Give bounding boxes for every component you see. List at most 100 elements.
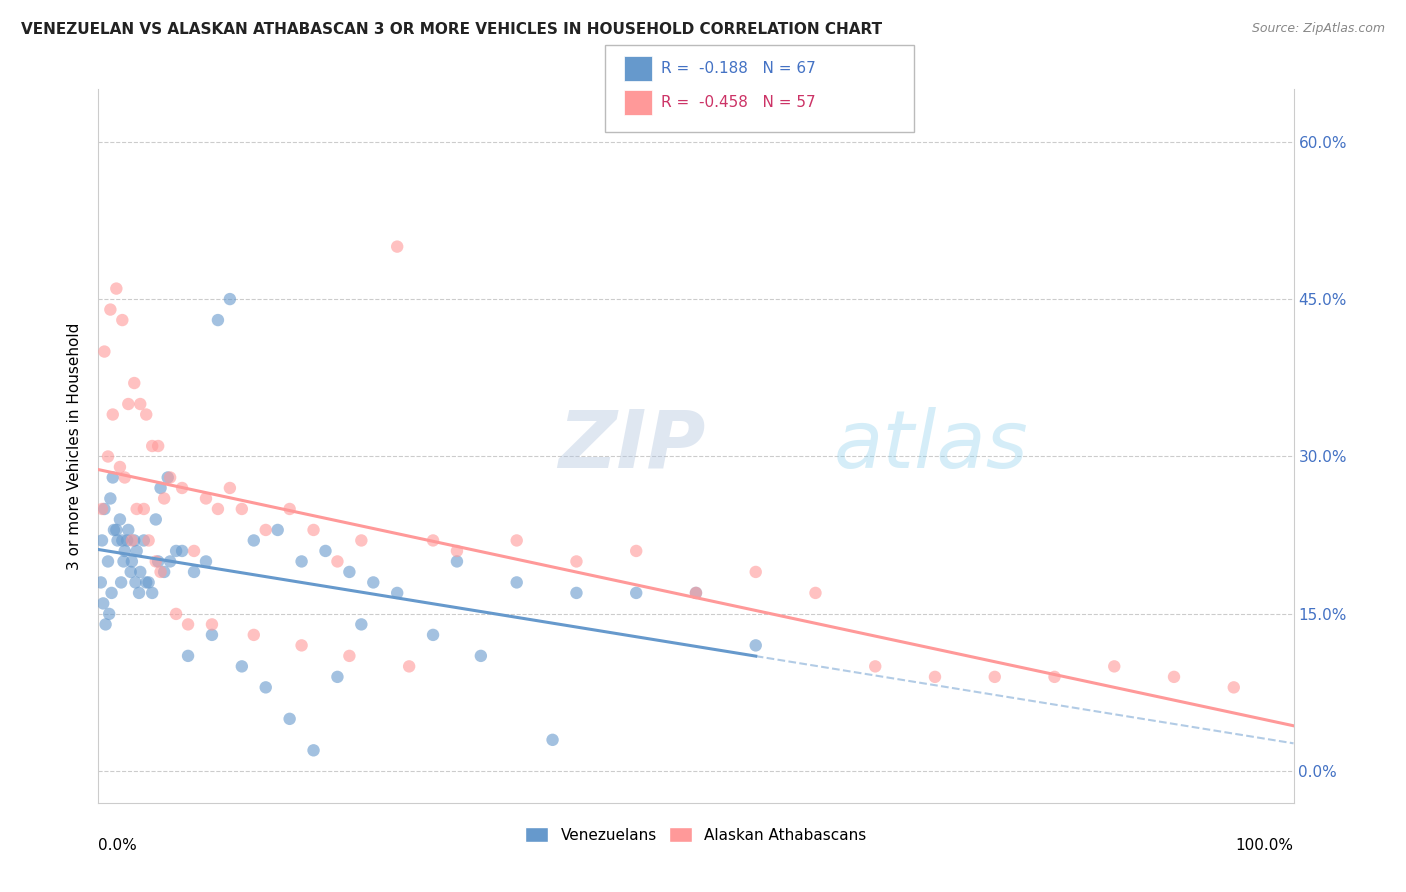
Point [93,502,115,516]
Text: VENEZUELAN VS ALASKAN ATHABASCAN 3 OR MORE VEHICLES IN HOUSEHOLD CORRELATION CHA: VENEZUELAN VS ALASKAN ATHABASCAN 3 OR MO… [21,22,882,37]
Point [98,302,122,317]
Point [97,554,120,568]
Point [506,533,529,548]
Point [91,533,114,548]
Point [243,628,266,642]
Point [97,450,120,464]
Text: 100.0%: 100.0% [1236,838,1294,854]
Point [626,544,648,558]
Point [132,533,155,548]
Point [446,544,468,558]
Point [326,554,349,568]
Point [254,523,277,537]
Point [984,670,1007,684]
Point [201,628,224,642]
Point [121,554,143,568]
Text: R =  -0.188   N = 67: R = -0.188 N = 67 [661,62,815,76]
Point [145,554,167,568]
Point [363,575,385,590]
Point [243,533,266,548]
Point [422,533,444,548]
Point [207,313,229,327]
Point [105,282,128,296]
Point [291,554,314,568]
Text: 0.0%: 0.0% [98,838,138,854]
Point [110,575,132,590]
Text: ZIP: ZIP [558,407,706,485]
Point [398,659,420,673]
Point [278,502,301,516]
Text: Source: ZipAtlas.com: Source: ZipAtlas.com [1251,22,1385,36]
Point [924,670,946,684]
Point [129,565,152,579]
Point [124,575,146,590]
Point [135,408,157,422]
Point [172,544,194,558]
Point [132,502,155,516]
Point [350,617,373,632]
Point [124,533,146,548]
Point [278,712,301,726]
Point [145,512,167,526]
Point [117,523,139,537]
Point [207,502,229,516]
Point [149,565,172,579]
Point [165,544,187,558]
Y-axis label: 3 or more Vehicles in Household: 3 or more Vehicles in Household [67,322,83,570]
Point [111,533,134,548]
Text: atlas: atlas [834,407,1028,485]
Point [90,575,112,590]
Point [219,292,242,306]
Point [121,533,143,548]
Point [422,628,444,642]
Point [291,639,314,653]
Point [1223,681,1246,695]
Point [93,344,115,359]
Point [1163,670,1185,684]
Point [183,565,205,579]
Point [111,313,134,327]
Point [541,732,564,747]
Legend: Venezuelans, Alaskan Athabascans: Venezuelans, Alaskan Athabascans [519,821,873,848]
Point [135,575,157,590]
Point [115,533,138,548]
Point [385,586,409,600]
Point [302,523,325,537]
Point [165,607,187,621]
Point [153,565,176,579]
Point [125,502,148,516]
Point [267,523,290,537]
Point [339,565,361,579]
Point [326,670,349,684]
Point [108,512,131,526]
Point [148,554,170,568]
Point [565,586,588,600]
Point [685,586,707,600]
Point [107,533,129,548]
Point [112,554,135,568]
Point [626,586,648,600]
Point [177,648,200,663]
Point [302,743,325,757]
Point [91,502,114,516]
Point [100,586,122,600]
Point [315,544,337,558]
Point [141,586,163,600]
Point [148,439,170,453]
Point [94,617,117,632]
Point [120,565,142,579]
Point [183,544,205,558]
Point [159,554,181,568]
Point [1104,659,1126,673]
Point [195,491,218,506]
Point [385,239,409,253]
Point [685,586,707,600]
Point [108,460,131,475]
Point [114,544,136,558]
Point [350,533,373,548]
Point [231,502,253,516]
Point [101,408,124,422]
Point [124,376,146,390]
Point [98,607,121,621]
Point [159,470,181,484]
